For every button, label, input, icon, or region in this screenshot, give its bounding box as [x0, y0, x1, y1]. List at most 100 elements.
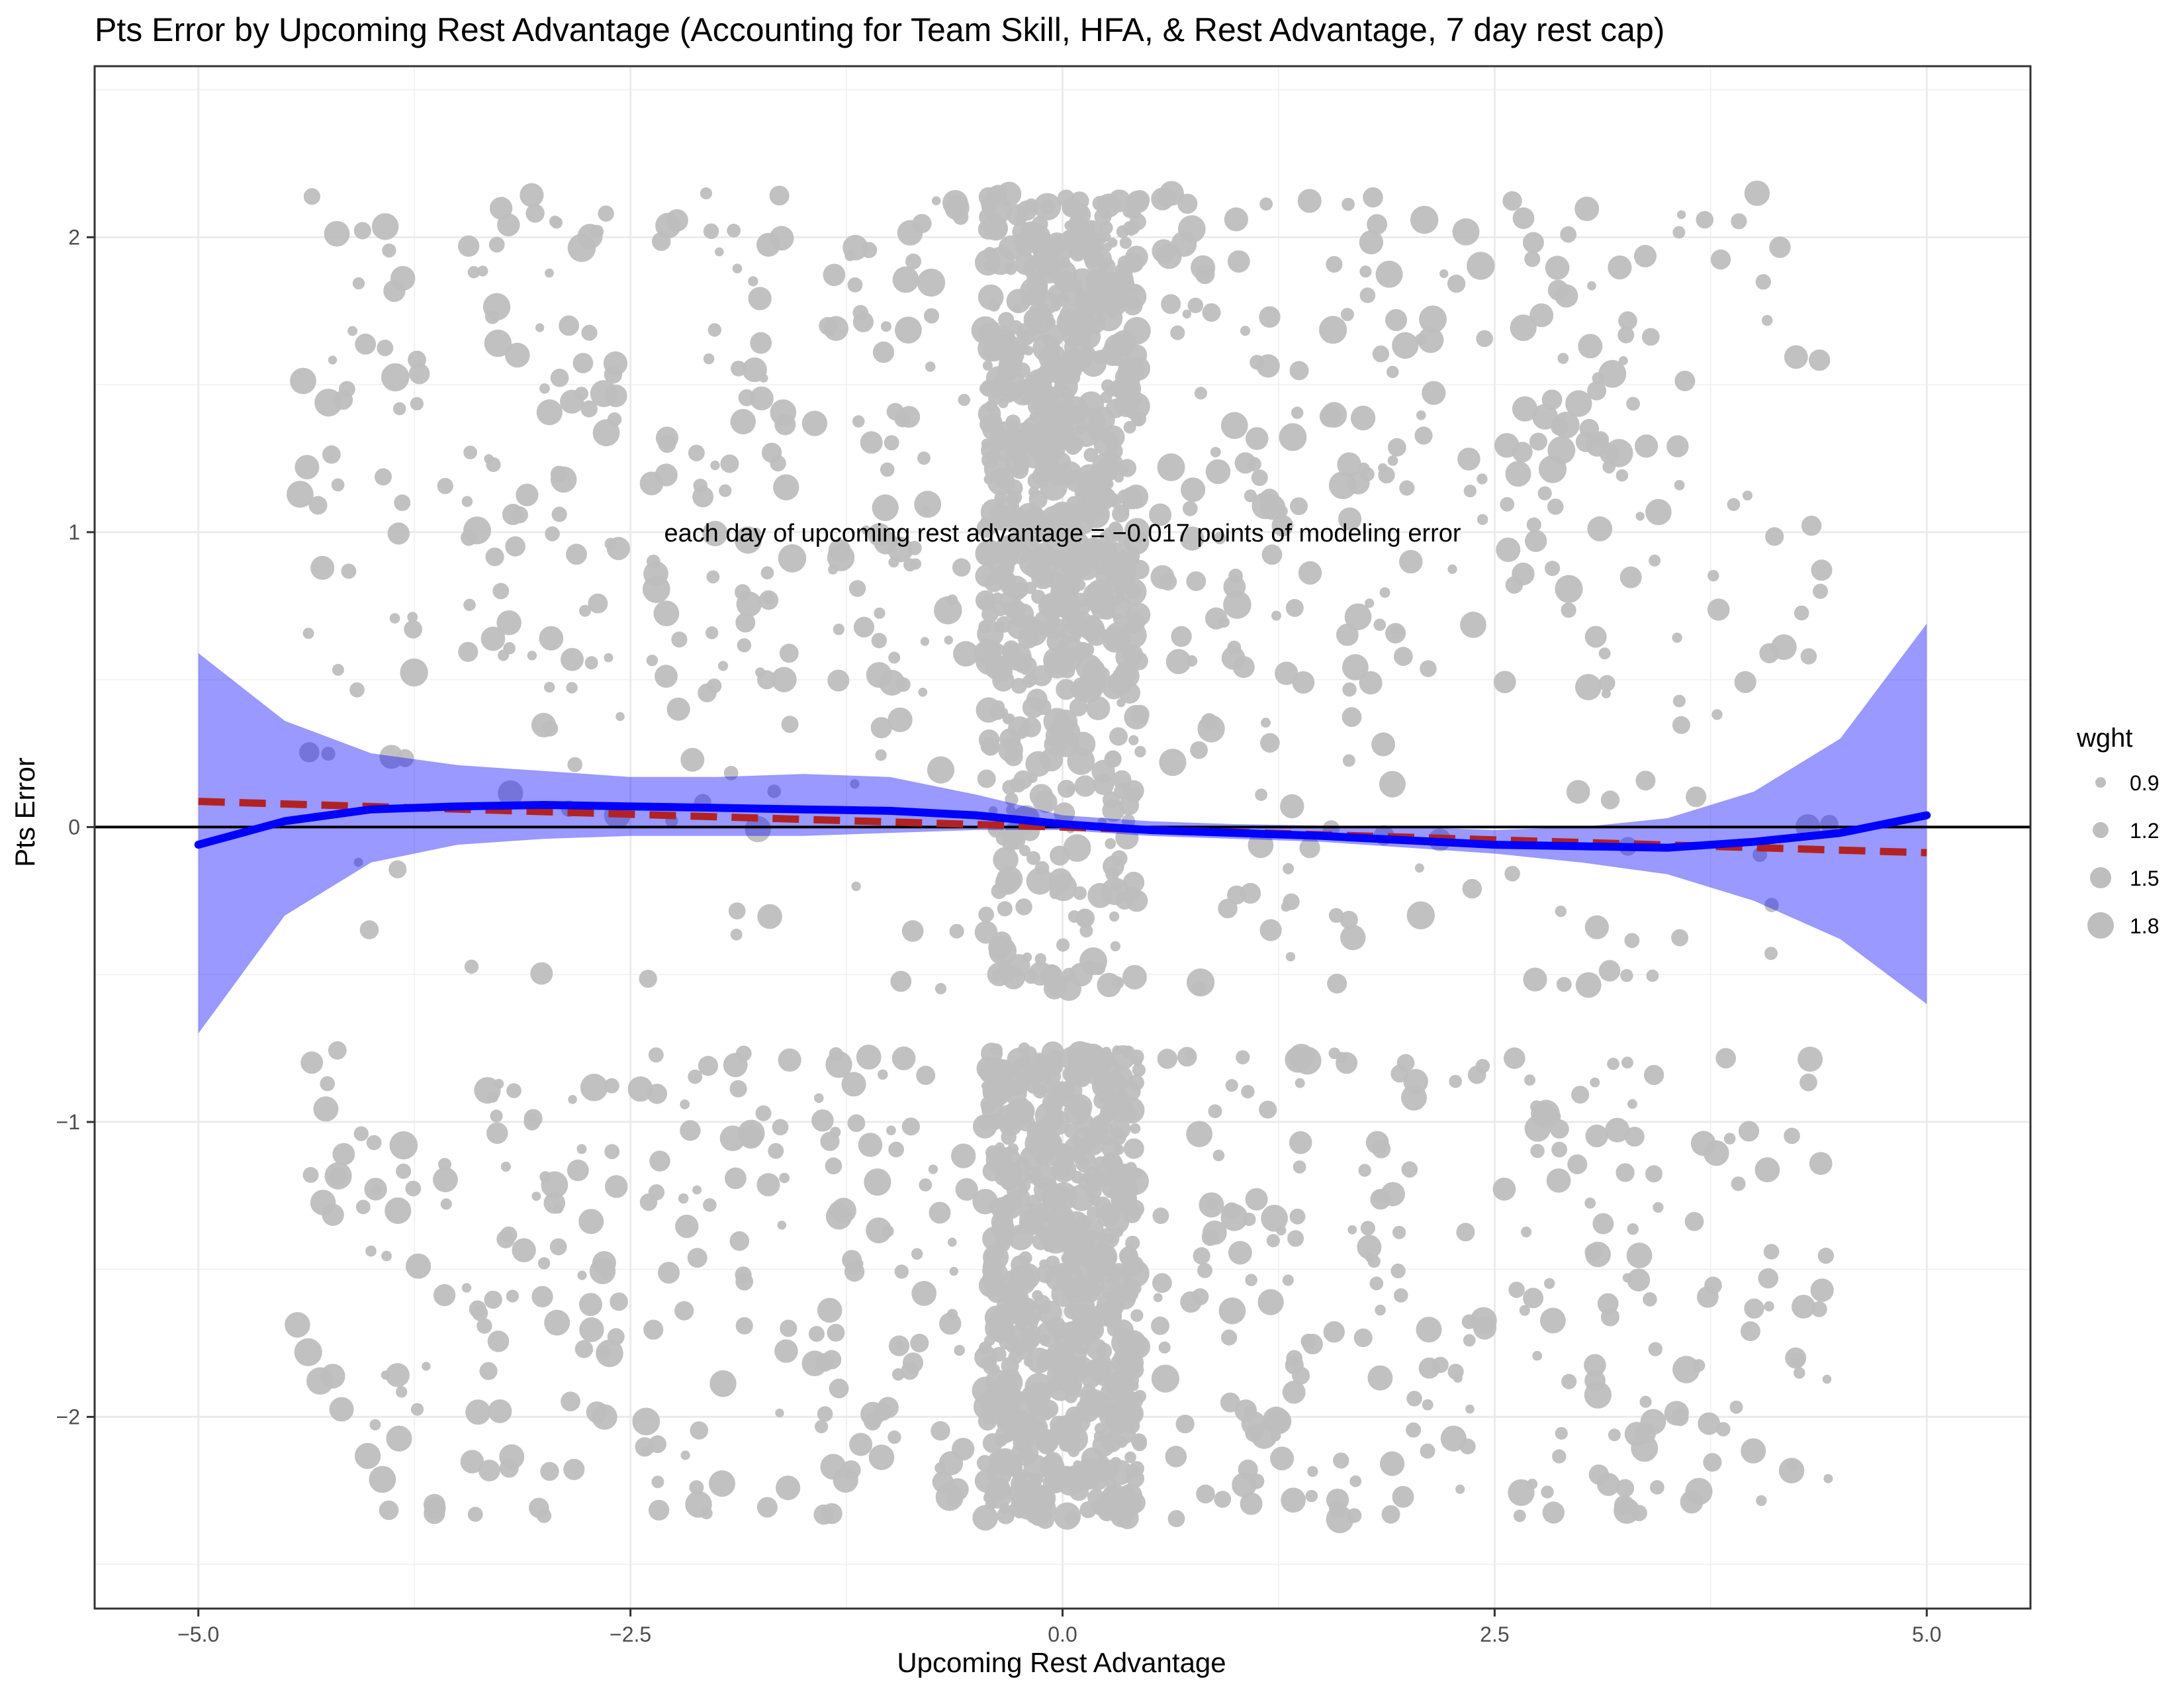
data-point [1036, 1139, 1064, 1166]
data-point [1220, 412, 1248, 440]
data-point [1023, 1454, 1049, 1480]
data-point [1007, 204, 1028, 226]
data-point [505, 342, 530, 368]
data-point [1067, 747, 1095, 775]
data-point [1615, 469, 1629, 482]
data-point [1529, 432, 1547, 451]
data-point [1111, 1185, 1136, 1210]
data-point [735, 1272, 754, 1291]
data-point [750, 332, 772, 354]
data-point [680, 747, 705, 772]
data-point [980, 516, 991, 527]
data-point [687, 1248, 707, 1268]
data-point [774, 1339, 798, 1363]
data-point [1605, 1117, 1630, 1143]
data-point [849, 1432, 873, 1456]
data-point [891, 1046, 916, 1070]
data-point [868, 1444, 895, 1470]
data-point [1508, 1282, 1525, 1298]
data-point [381, 363, 410, 392]
data-point [1556, 976, 1572, 992]
data-point [982, 360, 993, 371]
data-point [778, 544, 807, 573]
data-point [1476, 330, 1493, 348]
data-point [302, 1167, 319, 1183]
data-point [1129, 651, 1148, 671]
data-point [1109, 727, 1128, 746]
data-point [313, 1096, 339, 1122]
data-point [551, 506, 567, 522]
data-point [801, 410, 828, 436]
data-point [1130, 1123, 1141, 1134]
data-point [567, 1159, 589, 1182]
data-point [1396, 1054, 1415, 1072]
data-point [1347, 471, 1370, 494]
data-point [1627, 1223, 1639, 1235]
data-point [353, 222, 371, 240]
data-point [1696, 211, 1714, 229]
data-point [1064, 1511, 1079, 1526]
data-point [648, 1499, 670, 1521]
data-point [1244, 1405, 1256, 1418]
data-point [1801, 516, 1822, 536]
data-point [1342, 754, 1355, 767]
data-point [854, 1259, 864, 1268]
data-point [1158, 1341, 1171, 1354]
data-point [1475, 1058, 1490, 1074]
data-point [995, 510, 1010, 524]
data-point [550, 466, 577, 493]
data-point [910, 558, 922, 570]
data-point [1078, 1156, 1090, 1168]
data-point [1120, 487, 1144, 510]
data-point [1406, 1422, 1422, 1438]
data-point [1493, 671, 1516, 694]
data-point [1666, 435, 1689, 457]
data-point [978, 1341, 992, 1355]
data-point [1122, 1485, 1136, 1499]
data-point [561, 647, 584, 671]
data-point [997, 901, 1013, 917]
data-point [1575, 674, 1602, 700]
data-point [1600, 790, 1620, 810]
data-point [996, 1413, 1016, 1432]
data-point [463, 445, 477, 459]
data-point [499, 1458, 519, 1478]
data-point [1077, 1278, 1102, 1303]
data-point [1615, 1479, 1635, 1497]
data-point [1026, 1382, 1052, 1407]
data-point [1108, 189, 1131, 212]
data-point [878, 1069, 888, 1080]
data-point [1342, 654, 1369, 680]
data-point [354, 1442, 381, 1470]
data-point [1222, 1202, 1241, 1220]
data-point [1167, 1510, 1185, 1528]
data-point [577, 1270, 587, 1280]
data-point [735, 1317, 753, 1335]
x-tick-label: 2.5 [1480, 1622, 1509, 1646]
data-point [1461, 1314, 1477, 1329]
data-point [870, 717, 892, 739]
data-point [1122, 964, 1147, 990]
data-point [1161, 294, 1181, 314]
data-point [1113, 1348, 1132, 1367]
data-point [1600, 1307, 1619, 1327]
data-point [1784, 345, 1808, 369]
data-point [1095, 563, 1119, 587]
data-point [1214, 1491, 1232, 1508]
data-point [1353, 1328, 1373, 1348]
data-point [359, 920, 379, 939]
data-point [998, 312, 1015, 328]
data-point [902, 1352, 924, 1374]
data-point [578, 1209, 604, 1235]
data-point [1373, 618, 1387, 632]
data-point [382, 243, 396, 258]
data-point [1129, 1461, 1144, 1476]
data-point [781, 716, 799, 733]
data-point [1505, 576, 1524, 594]
data-point [1064, 333, 1092, 361]
data-point [1764, 1301, 1774, 1312]
data-point [545, 268, 554, 278]
data-point [1105, 492, 1120, 507]
data-point [1703, 1453, 1722, 1472]
data-point [1251, 469, 1268, 487]
